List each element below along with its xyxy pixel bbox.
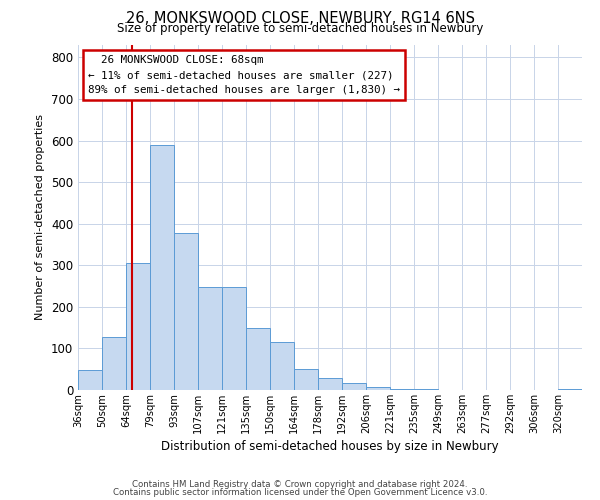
- Bar: [198, 288, 222, 390]
- Bar: [390, 389, 414, 390]
- Y-axis label: Number of semi-detached properties: Number of semi-detached properties: [35, 114, 46, 320]
- Bar: [78, 370, 102, 390]
- Bar: [558, 389, 582, 390]
- Bar: [174, 233, 198, 390]
- Text: Contains public sector information licensed under the Open Government Licence v3: Contains public sector information licen…: [113, 488, 487, 497]
- Text: 26, MONKSWOOD CLOSE, NEWBURY, RG14 6NS: 26, MONKSWOOD CLOSE, NEWBURY, RG14 6NS: [125, 11, 475, 26]
- Bar: [414, 389, 438, 390]
- Bar: [126, 263, 150, 390]
- Bar: [366, 386, 390, 390]
- Bar: [270, 342, 294, 390]
- Bar: [102, 337, 126, 390]
- X-axis label: Distribution of semi-detached houses by size in Newbury: Distribution of semi-detached houses by …: [161, 440, 499, 453]
- Bar: [294, 369, 318, 390]
- Text: 26 MONKSWOOD CLOSE: 68sqm
← 11% of semi-detached houses are smaller (227)
89% of: 26 MONKSWOOD CLOSE: 68sqm ← 11% of semi-…: [88, 56, 400, 95]
- Text: Contains HM Land Registry data © Crown copyright and database right 2024.: Contains HM Land Registry data © Crown c…: [132, 480, 468, 489]
- Bar: [246, 328, 270, 390]
- Bar: [342, 382, 366, 390]
- Bar: [318, 378, 342, 390]
- Text: Size of property relative to semi-detached houses in Newbury: Size of property relative to semi-detach…: [117, 22, 483, 35]
- Bar: [222, 288, 246, 390]
- Bar: [150, 145, 174, 390]
